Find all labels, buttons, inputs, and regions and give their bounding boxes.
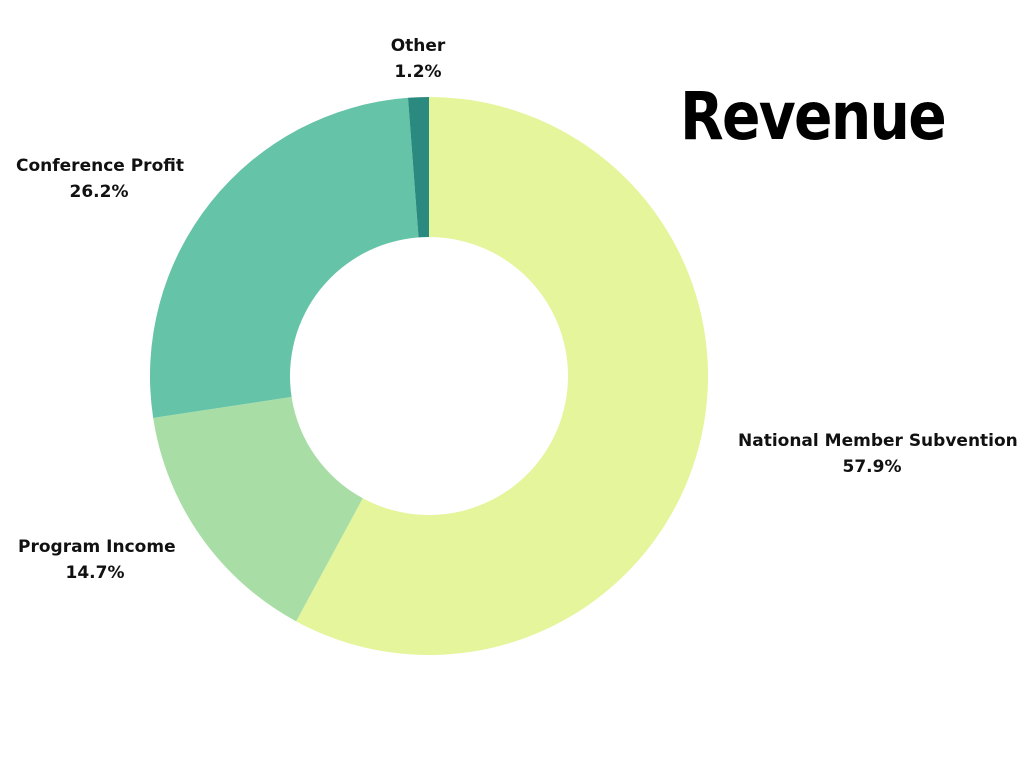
slice-label-program-income: Program Income 14.7%: [18, 534, 176, 586]
slice-name: Program Income: [18, 537, 176, 557]
slice-value: 26.2%: [69, 182, 129, 202]
slice-label-conference-profit: Conference Profit 26.2%: [16, 153, 184, 205]
slice-value: 57.9%: [842, 457, 902, 477]
chart-title: Revenue: [680, 78, 947, 155]
donut-slice-national-member-subvention: [296, 97, 709, 655]
slice-name: Conference Profit: [16, 156, 184, 176]
slice-name: Other: [390, 36, 446, 56]
slice-label-national-member-subvention: National Member Subvention 57.9%: [738, 428, 1018, 480]
slice-label-other: Other 1.2%: [378, 33, 458, 85]
donut-slice-conference-profit: [150, 97, 419, 418]
slice-value: 1.2%: [394, 62, 442, 82]
slice-name: National Member Subvention: [738, 431, 1018, 451]
donut-slice-other: [407, 97, 429, 238]
slice-value: 14.7%: [65, 563, 125, 583]
donut-slice-program-income: [153, 396, 363, 622]
